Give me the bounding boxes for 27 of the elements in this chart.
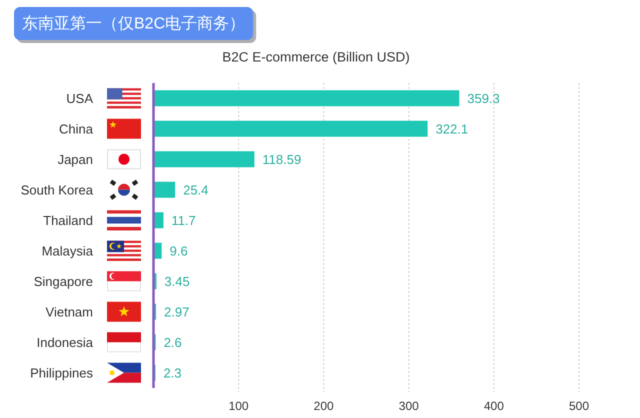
- data-label: 2.3: [163, 365, 182, 380]
- data-label: 11.7: [171, 212, 196, 228]
- data-label: 9.6: [170, 243, 188, 258]
- y-tick-label: Singapore: [34, 274, 93, 289]
- y-tick-label: South Korea: [20, 182, 94, 198]
- y-tick-label: Malaysia: [42, 243, 94, 258]
- data-label: 25.4: [183, 182, 208, 198]
- data-label: 2.97: [164, 304, 190, 320]
- y-tick-label: USA: [66, 90, 94, 106]
- data-label: 2.6: [164, 334, 182, 350]
- data-label: 359.3: [467, 90, 500, 106]
- y-tick-label: Thailand: [43, 212, 93, 228]
- chart-subtitle: B2C E-commerce (Billion USD): [222, 50, 410, 64]
- data-label: 322.1: [436, 121, 468, 136]
- chart-title: 东南亚第一（仅B2C电子商务）: [22, 14, 246, 32]
- y-tick-label: China: [59, 121, 94, 136]
- y-tick-label: Philippines: [30, 365, 94, 380]
- y-tick-label: Japan: [58, 152, 93, 167]
- x-tick-label: 100: [228, 399, 249, 413]
- y-tick-label: Vietnam: [46, 304, 93, 320]
- data-label: 3.45: [164, 274, 190, 289]
- data-label: 118.59: [262, 152, 302, 167]
- x-tick-label: 400: [484, 399, 504, 413]
- y-tick-label: Indonesia: [36, 334, 94, 350]
- x-tick-label: 300: [398, 399, 420, 413]
- x-tick-label: 500: [568, 399, 590, 413]
- x-tick-label: 200: [314, 399, 334, 413]
